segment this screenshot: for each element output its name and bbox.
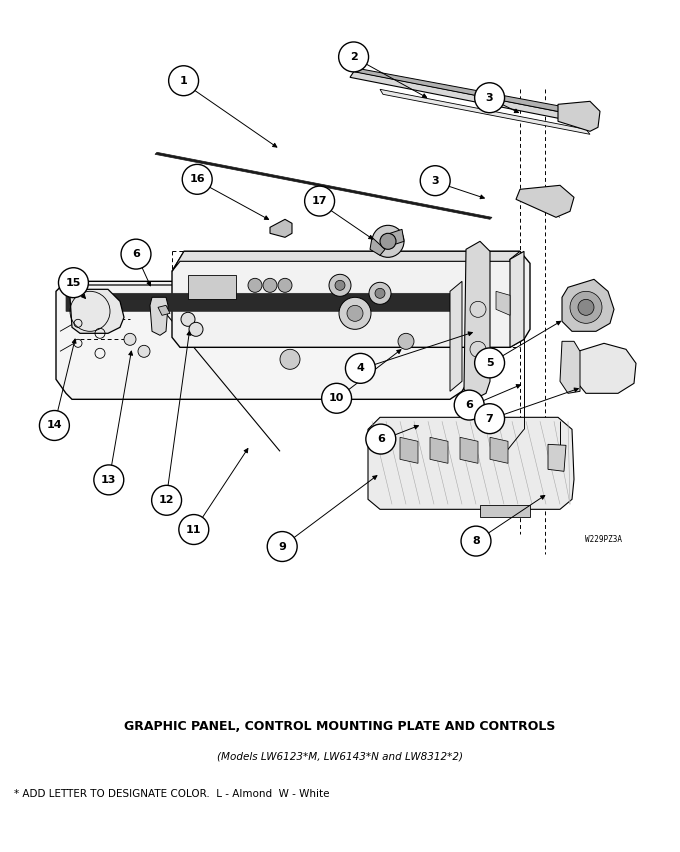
Polygon shape [516, 186, 574, 217]
Polygon shape [66, 293, 458, 311]
Circle shape [305, 186, 335, 216]
Circle shape [398, 333, 414, 349]
Polygon shape [172, 251, 520, 271]
Text: 6: 6 [377, 434, 385, 444]
Text: (Models LW6123*M, LW6143*N and LW8312*2): (Models LW6123*M, LW6143*N and LW8312*2) [217, 752, 463, 762]
Circle shape [263, 279, 277, 292]
Text: 12: 12 [159, 495, 174, 505]
Circle shape [369, 282, 391, 304]
Circle shape [339, 42, 369, 72]
Polygon shape [558, 101, 600, 131]
Polygon shape [370, 238, 385, 256]
Polygon shape [576, 343, 636, 394]
Circle shape [347, 305, 363, 321]
Circle shape [578, 299, 594, 315]
Text: 5: 5 [486, 358, 494, 368]
Text: 11: 11 [186, 525, 201, 534]
Circle shape [335, 280, 345, 291]
Circle shape [121, 239, 151, 269]
Circle shape [375, 288, 385, 298]
Polygon shape [56, 281, 468, 400]
Polygon shape [155, 153, 492, 219]
Polygon shape [352, 67, 588, 118]
Circle shape [138, 345, 150, 357]
Circle shape [475, 404, 505, 434]
Circle shape [380, 233, 396, 250]
Polygon shape [562, 279, 614, 331]
Text: 1: 1 [180, 76, 188, 86]
Polygon shape [490, 437, 508, 463]
Text: 7: 7 [486, 414, 494, 423]
Circle shape [179, 515, 209, 544]
Circle shape [461, 527, 491, 556]
Polygon shape [548, 445, 566, 471]
Text: 17: 17 [312, 196, 327, 206]
Text: 6: 6 [132, 249, 140, 259]
Polygon shape [380, 89, 590, 135]
Circle shape [124, 333, 136, 345]
Circle shape [339, 297, 371, 330]
Polygon shape [390, 229, 404, 245]
Polygon shape [450, 281, 462, 391]
Polygon shape [560, 342, 580, 394]
Polygon shape [150, 297, 168, 336]
Circle shape [322, 383, 352, 413]
Circle shape [280, 349, 300, 369]
Circle shape [94, 465, 124, 495]
Text: 13: 13 [101, 475, 116, 485]
Polygon shape [188, 275, 236, 299]
Polygon shape [460, 437, 478, 463]
Circle shape [181, 313, 195, 326]
Circle shape [39, 411, 69, 440]
Polygon shape [368, 417, 574, 509]
Text: 3: 3 [486, 93, 494, 103]
Text: 6: 6 [465, 400, 473, 410]
Polygon shape [350, 72, 588, 124]
Text: 16: 16 [190, 175, 205, 184]
Circle shape [248, 279, 262, 292]
Polygon shape [158, 305, 170, 315]
Circle shape [182, 164, 212, 194]
Circle shape [329, 274, 351, 296]
Circle shape [372, 225, 404, 257]
Polygon shape [510, 251, 524, 348]
Text: 8: 8 [472, 536, 480, 546]
Circle shape [475, 348, 505, 378]
Polygon shape [270, 219, 292, 238]
Text: 4: 4 [356, 363, 364, 373]
Circle shape [169, 66, 199, 95]
Circle shape [570, 291, 602, 323]
Text: 3: 3 [431, 176, 439, 186]
Text: GRAPHIC PANEL, CONTROL MOUNTING PLATE AND CONTROLS: GRAPHIC PANEL, CONTROL MOUNTING PLATE AN… [124, 720, 556, 733]
Polygon shape [430, 437, 448, 463]
Circle shape [454, 390, 484, 420]
Polygon shape [480, 505, 530, 517]
Text: 2: 2 [350, 52, 358, 62]
Circle shape [475, 83, 505, 112]
Circle shape [420, 166, 450, 196]
Circle shape [267, 532, 297, 561]
Text: 10: 10 [329, 394, 344, 403]
Circle shape [278, 279, 292, 292]
Circle shape [189, 322, 203, 337]
Text: 15: 15 [66, 278, 81, 288]
Polygon shape [70, 290, 124, 333]
Circle shape [366, 424, 396, 454]
Polygon shape [400, 437, 418, 463]
Circle shape [345, 354, 375, 383]
Text: 14: 14 [47, 421, 62, 430]
Text: * ADD LETTER TO DESIGNATE COLOR.  L - Almond  W - White: * ADD LETTER TO DESIGNATE COLOR. L - Alm… [14, 789, 329, 798]
Polygon shape [464, 241, 490, 400]
Polygon shape [172, 251, 530, 348]
Text: 9: 9 [278, 542, 286, 551]
Text: W229PZ3A: W229PZ3A [585, 535, 622, 544]
Circle shape [152, 486, 182, 515]
Circle shape [58, 268, 88, 297]
Polygon shape [496, 291, 510, 315]
